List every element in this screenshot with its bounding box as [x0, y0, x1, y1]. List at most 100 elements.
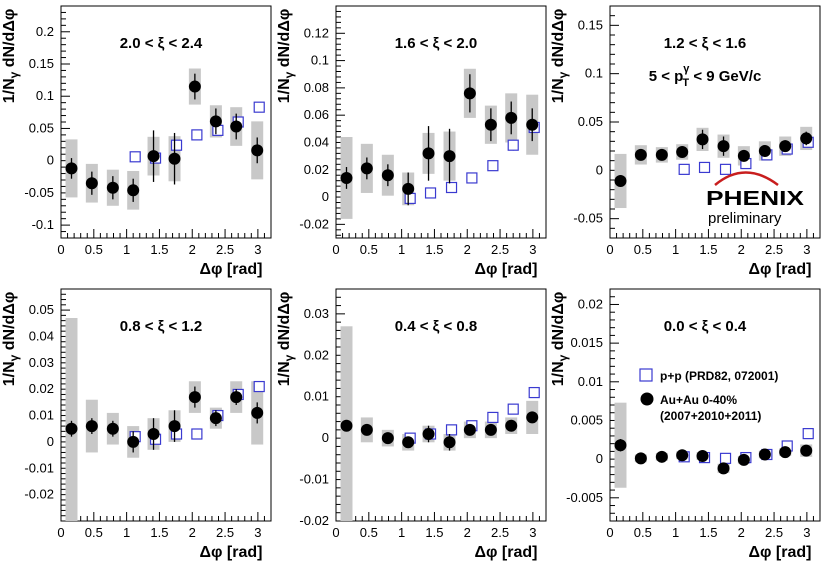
x-tick-label: 1 — [672, 242, 679, 257]
x-tick-label: 0 — [57, 242, 64, 257]
auau-point — [188, 391, 201, 404]
x-tick-label: 2.5 — [491, 525, 509, 540]
auau-point — [147, 150, 160, 163]
y-tick-label: 0.08 — [304, 80, 329, 95]
pp-point — [170, 139, 183, 151]
x-tick-label: 1.5 — [425, 242, 443, 257]
x-tick-label: 3 — [803, 525, 810, 540]
pp-point — [445, 181, 458, 194]
x-axis-title: Δφ [rad] — [475, 544, 538, 561]
pp-point — [802, 428, 814, 440]
y-tick-label: 0.05 — [578, 114, 603, 129]
logo-text: PHENIX — [706, 188, 805, 210]
pp-point — [719, 163, 732, 175]
x-tick-label: 2.5 — [765, 525, 783, 540]
auau-point — [340, 419, 353, 432]
auau-point — [463, 87, 476, 100]
auau-point — [526, 118, 539, 131]
auau-point — [696, 450, 709, 463]
y-axis-title: 1/Nγ dN/dΔφ — [276, 292, 296, 387]
auau-point — [676, 145, 689, 158]
legend-auau-label-1: Au+Au 0-40% — [660, 393, 737, 407]
x-tick-label: 0 — [332, 525, 339, 540]
auau-point — [360, 423, 373, 436]
x-tick-label: 3 — [254, 242, 261, 257]
auau-point — [676, 449, 689, 462]
pp-point — [424, 187, 437, 199]
auau-point — [443, 150, 456, 163]
phenix-logo: PHENIX preliminary — [706, 171, 805, 227]
auau-point — [65, 162, 78, 175]
y-tick-label: -0.05 — [573, 211, 603, 226]
y-tick-label: 0.1 — [585, 66, 603, 81]
auau-point — [758, 448, 771, 461]
x-tick-label: 0 — [606, 242, 613, 257]
x-tick-label: 2.5 — [216, 242, 234, 257]
auau-point — [127, 184, 140, 197]
auau-point — [230, 120, 243, 133]
x-tick-label: 1.5 — [699, 525, 717, 540]
auau-point — [484, 423, 497, 436]
auau-point — [85, 177, 98, 190]
auau-point — [147, 428, 160, 440]
x-tick-label: 1.5 — [150, 242, 168, 257]
auau-point — [463, 423, 476, 436]
y-tick-label: 0.1 — [311, 53, 329, 68]
legend: p+p (PRD82, 072001) Au+Au 0-40% (2007+20… — [639, 368, 778, 423]
legend-auau-marker — [640, 392, 654, 406]
panel-title: 0.0 < ξ < 0.4 — [664, 318, 747, 335]
auau-point — [65, 422, 78, 435]
pp-point — [528, 386, 540, 399]
logo-subtext: preliminary — [708, 210, 782, 227]
auau-point — [168, 152, 181, 165]
y-tick-label: -0.02 — [299, 216, 329, 231]
pp-point — [253, 380, 265, 393]
auau-point — [443, 436, 456, 449]
x-axis-title: Δφ [rad] — [749, 261, 812, 278]
x-tick-label: 0 — [57, 525, 64, 540]
panel-2: 0 0.5 1 1.5 2 2.5 3-0.0200.020.040.060.080.10.… — [276, 5, 547, 278]
auau-point — [505, 419, 518, 432]
auau-point — [779, 446, 792, 459]
auau-point — [614, 439, 627, 452]
x-tick-label: 2 — [189, 525, 196, 540]
y-tick-label: 0 — [47, 153, 54, 168]
y-tick-label: 0.15 — [29, 56, 54, 71]
auau-point — [717, 140, 730, 153]
auau-point — [340, 171, 353, 184]
panel-title: 1.6 < ξ < 2.0 — [395, 35, 478, 52]
auau-point — [381, 169, 394, 182]
x-tick-label: 1.5 — [699, 242, 717, 257]
y-tick-label: 0 — [596, 162, 603, 177]
pp-point — [445, 424, 458, 436]
x-tick-label: 1 — [398, 242, 405, 257]
x-axis-title: Δφ [rad] — [200, 544, 263, 561]
pp-point — [191, 129, 203, 141]
pp-point — [404, 192, 416, 205]
auau-point — [614, 174, 627, 187]
y-tick-label: 0.03 — [304, 306, 329, 321]
y-tick-label: -0.1 — [32, 217, 54, 232]
legend-pp-marker — [639, 368, 653, 382]
auau-point — [758, 145, 771, 157]
y-tick-label: 0.01 — [29, 408, 54, 423]
auau-point — [634, 452, 647, 465]
auau-point — [381, 432, 394, 445]
pp-point — [253, 101, 265, 113]
y-tick-label: 0 — [322, 430, 329, 445]
auau-point — [402, 436, 415, 449]
y-tick-label: 0.12 — [304, 25, 329, 40]
x-axis-title: Δφ [rad] — [475, 261, 538, 278]
logo-arc — [714, 171, 779, 186]
y-tick-label: 0.2 — [36, 24, 54, 39]
y-tick-label: 0.02 — [29, 381, 54, 396]
panel-1: 0 0.5 1 1.5 2 2.5 3 -0.1 -0.05 0 0.05 0.1 0.15 0.2 Δφ … — [1, 5, 272, 278]
auau-point — [251, 406, 264, 419]
x-tick-label: 1.5 — [425, 525, 443, 540]
auau-point — [800, 444, 813, 457]
y-tick-label: 0.04 — [29, 328, 54, 343]
auau-point — [484, 118, 497, 131]
y-tick-label: 0.02 — [304, 162, 329, 177]
y-tick-label: -0.05 — [24, 185, 54, 200]
